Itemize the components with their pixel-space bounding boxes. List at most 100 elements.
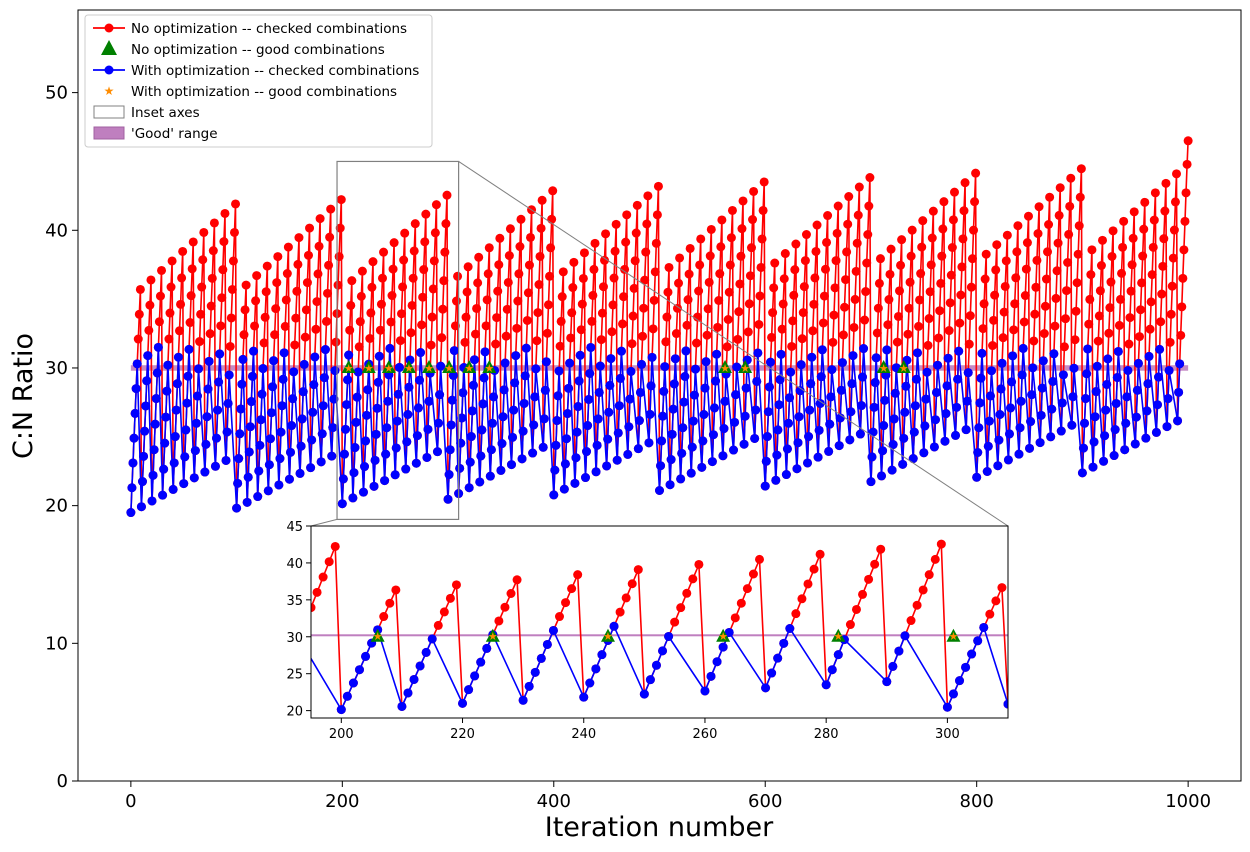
with-optimization-point	[731, 390, 741, 400]
inset-with-optimization-point	[1016, 673, 1025, 682]
with-optimization-point	[382, 423, 392, 433]
with-optimization-point	[855, 429, 865, 439]
good-no-optimization-marker	[482, 359, 497, 373]
with-optimization-point	[445, 445, 455, 455]
with-optimization-point	[866, 477, 876, 487]
no-optimization-point	[957, 262, 967, 272]
with-optimization-point	[538, 442, 548, 452]
with-optimization-point	[595, 361, 605, 371]
no-optimization-point	[823, 211, 833, 221]
no-optimization-point	[903, 329, 913, 339]
no-optimization-point	[207, 273, 217, 283]
with-optimization-point	[279, 348, 289, 358]
inset-with-optimization-point	[1010, 686, 1019, 695]
no-optimization-point	[503, 277, 513, 287]
with-optimization-point	[404, 382, 414, 392]
no-optimization-point	[596, 335, 606, 345]
no-optimization-point	[703, 304, 713, 314]
inset-with-optimization-point	[1028, 646, 1037, 655]
no-optimization-point	[428, 284, 438, 294]
no-optimization-point	[906, 251, 916, 261]
with-optimization-point	[763, 407, 773, 417]
no-optimization-point	[1147, 270, 1157, 280]
no-optimization-point	[905, 277, 915, 287]
no-optimization-point	[513, 296, 523, 306]
no-optimization-point	[745, 271, 755, 281]
with-optimization-point	[678, 423, 688, 433]
no-optimization-point	[526, 232, 536, 242]
no-optimization-point	[1145, 324, 1155, 334]
no-optimization-point	[321, 316, 331, 326]
with-optimization-point	[976, 373, 986, 383]
with-optimization-point	[443, 494, 453, 504]
inset-y-tick-label: 20	[286, 705, 303, 720]
with-optimization-point	[580, 473, 590, 483]
y-tick-label: 50	[45, 83, 68, 104]
with-optimization-point	[127, 483, 137, 493]
with-optimization-point	[585, 368, 595, 378]
no-optimization-point	[302, 278, 312, 288]
with-optimization-point	[837, 358, 847, 368]
with-optimization-point	[690, 364, 700, 374]
no-optimization-point	[1127, 260, 1137, 270]
no-optimization-point	[873, 303, 883, 313]
with-optimization-point	[1078, 443, 1088, 453]
with-optimization-point	[740, 411, 750, 421]
no-optimization-point	[587, 316, 597, 326]
no-optimization-point	[1169, 225, 1179, 235]
no-optimization-point	[683, 295, 693, 305]
with-optimization-point	[444, 470, 454, 480]
no-optimization-point	[971, 168, 981, 178]
with-optimization-point	[741, 383, 751, 393]
inset-good-with-optimization-marker: ★	[603, 630, 613, 643]
no-optimization-point	[1161, 178, 1171, 188]
with-optimization-point	[129, 433, 139, 443]
no-optimization-point	[515, 242, 525, 252]
no-optimization-point	[197, 282, 207, 292]
no-optimization-point	[892, 337, 902, 347]
no-optimization-point	[988, 341, 998, 351]
inset-with-optimization-point	[518, 695, 528, 705]
with-optimization-point	[1088, 462, 1098, 472]
with-optimization-point	[1049, 349, 1059, 359]
no-optimization-point	[228, 256, 238, 266]
no-optimization-point	[346, 300, 356, 310]
with-optimization-point	[508, 432, 518, 442]
with-optimization-point	[593, 414, 603, 424]
no-optimization-point	[566, 333, 576, 343]
with-optimization-point	[343, 375, 353, 385]
no-optimization-point	[578, 273, 588, 283]
with-optimization-point	[701, 357, 711, 367]
good-no-optimization-marker	[361, 359, 376, 373]
no-optimization-point	[808, 326, 818, 336]
with-optimization-point	[561, 434, 571, 444]
with-optimization-point	[540, 385, 550, 395]
with-optimization-point	[1113, 346, 1123, 356]
with-optimization-point	[752, 376, 762, 386]
with-optimization-point	[424, 396, 434, 406]
no-optimization-point	[844, 192, 854, 202]
with-optimization-point	[264, 460, 274, 470]
with-optimization-point	[286, 447, 296, 457]
no-optimization-point	[555, 341, 565, 351]
no-optimization-point	[1160, 206, 1170, 216]
with-optimization-point	[871, 353, 881, 363]
no-optimization-point	[630, 256, 640, 266]
no-optimization-point	[558, 267, 568, 277]
with-optimization-point	[1038, 356, 1048, 366]
no-optimization-point	[294, 233, 304, 243]
inset-connector	[458, 161, 1009, 527]
with-optimization-point	[584, 394, 594, 404]
y-tick-label: 0	[57, 771, 68, 792]
no-optimization-point	[461, 312, 471, 322]
good-with-optimization-marker: ★	[384, 362, 394, 375]
with-optimization-point	[258, 364, 268, 374]
no-optimization-point	[1137, 278, 1147, 288]
with-optimization-point	[771, 475, 781, 485]
no-optimization-point	[293, 259, 303, 269]
no-optimization-point	[186, 291, 196, 301]
no-optimization-point	[365, 334, 375, 344]
no-optimization-point	[849, 322, 859, 332]
no-optimization-point	[335, 223, 345, 233]
no-optimization-point	[546, 243, 556, 253]
